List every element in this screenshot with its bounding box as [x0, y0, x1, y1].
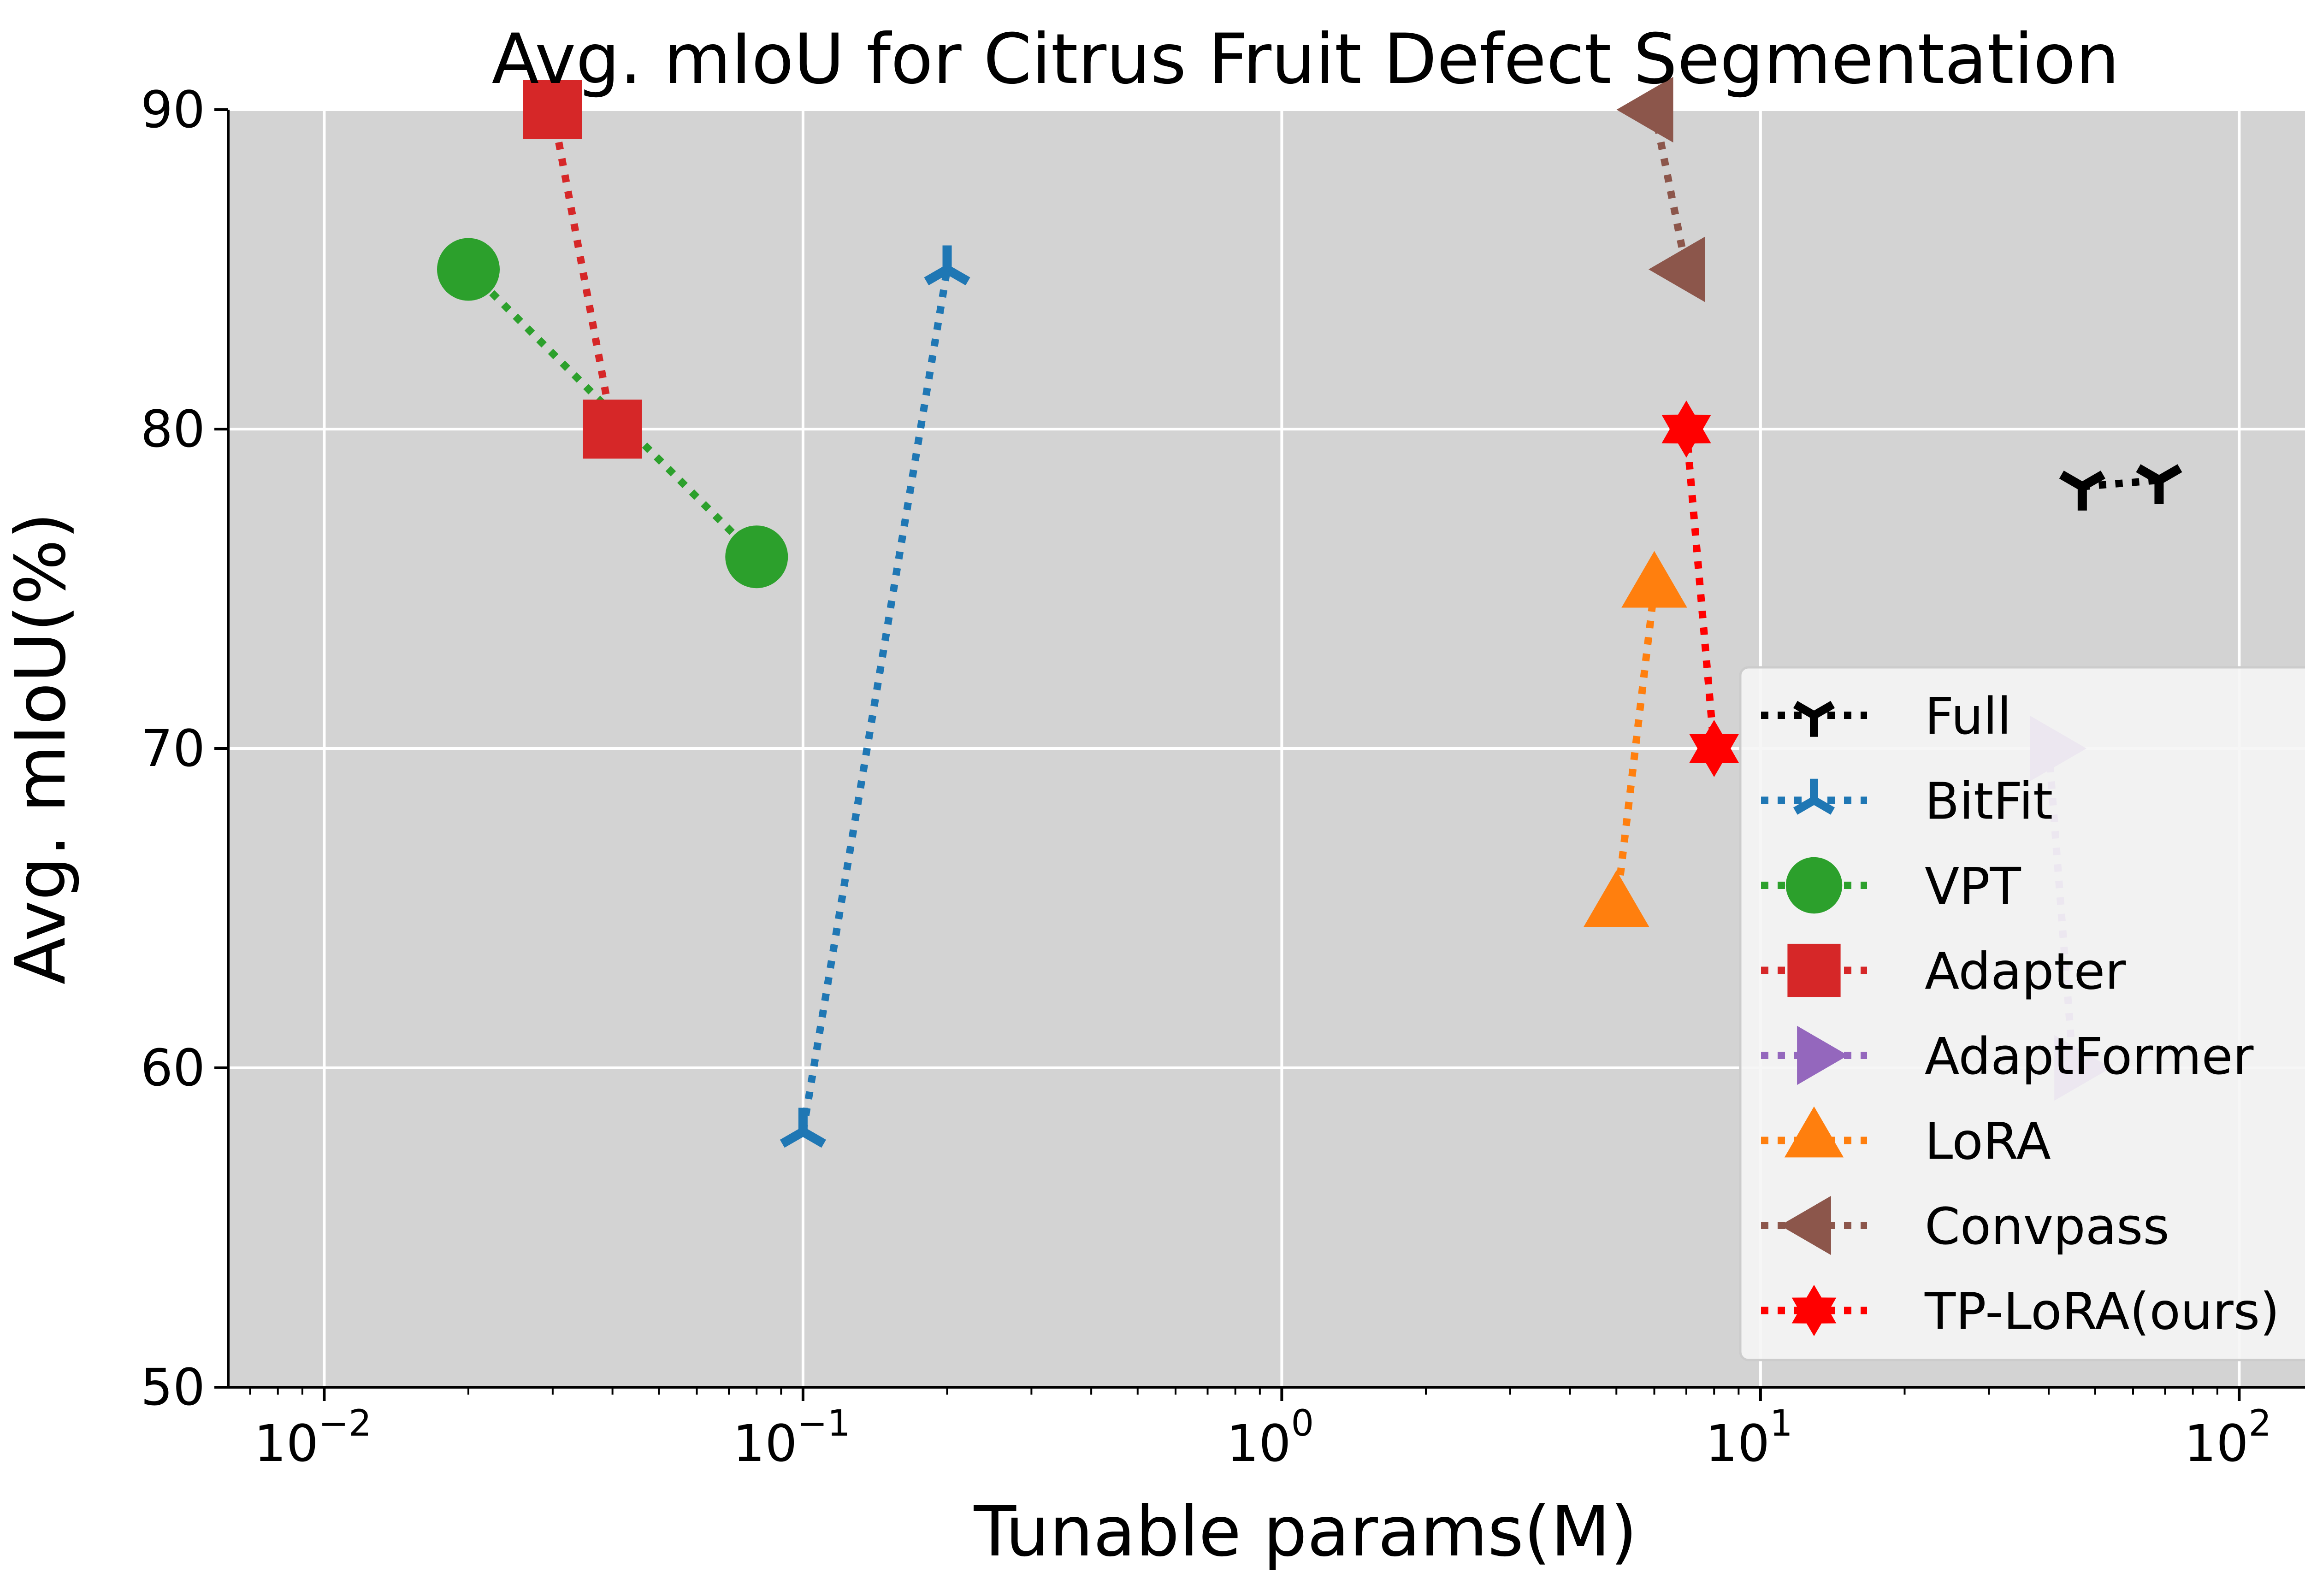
x-tick-base: 10 [1227, 1414, 1291, 1473]
x-axis-label: Tunable params(M) [973, 1492, 1637, 1572]
legend-marker [1793, 778, 1835, 815]
series-tp-lora-ours [1661, 400, 1739, 777]
legend-label: Adapter [1925, 942, 2126, 1001]
series-bitfit [780, 245, 970, 1148]
y-tick-label: 80 [141, 400, 205, 459]
data-point [1649, 236, 1705, 302]
y-tick-label: 60 [141, 1038, 205, 1097]
legend-box [1739, 666, 2305, 1361]
x-tick-label: 100 [1227, 1403, 1314, 1473]
legend-label: LoRA [1925, 1112, 2051, 1171]
x-tick-base: 10 [254, 1414, 319, 1473]
x-tick-label: 101 [1705, 1403, 1793, 1473]
series-line [2082, 476, 2160, 490]
legend-marker [1785, 857, 1843, 914]
x-tick-label: 10−1 [733, 1403, 850, 1473]
data-point [1661, 400, 1711, 458]
legend-label: TP-LoRA(ours) [1924, 1282, 2280, 1341]
x-tick-base: 10 [1705, 1414, 1770, 1473]
legend-marker [1797, 1025, 1848, 1085]
data-point [725, 525, 788, 589]
series-line [799, 269, 951, 1132]
legend-item: Adapter [1761, 942, 2126, 1001]
legend-item: LoRA [1761, 1106, 2051, 1171]
x-tick-label: 102 [2184, 1403, 2272, 1473]
y-tick-label: 50 [141, 1358, 205, 1417]
legend: Full BitFit VPT Adapter AdaptFormer LoRA Convp… [1739, 666, 2305, 1361]
data-point [583, 400, 642, 459]
legend-item: VPT [1761, 857, 2021, 916]
series-adapter [523, 80, 642, 459]
data-point [1616, 77, 1673, 143]
legend-label: Convpass [1925, 1197, 2169, 1256]
legend-item: BitFit [1761, 772, 2053, 831]
x-tick-base: 10 [2184, 1414, 2249, 1473]
legend-item: Convpass [1761, 1196, 2169, 1256]
y-axis-label: Avg. mIoU(%) [1, 512, 81, 985]
legend-label: VPT [1925, 857, 2021, 916]
y-tick-label: 90 [141, 80, 205, 139]
x-tick-exponent: 1 [1770, 1403, 1793, 1444]
data-point [437, 238, 500, 301]
series-line [549, 109, 616, 430]
series-convpass [1616, 77, 1705, 302]
legend-item: Full [1761, 687, 2011, 746]
data-point [523, 80, 582, 139]
series-line [1683, 429, 1718, 749]
legend-label: AdaptFormer [1925, 1027, 2254, 1086]
x-tick-label: 10−2 [254, 1403, 372, 1473]
x-tick-exponent: 0 [1291, 1403, 1314, 1444]
data-point [2059, 471, 2105, 511]
y-tick-label: 70 [141, 719, 205, 778]
series-line [1650, 109, 1690, 271]
data-point [1689, 720, 1739, 777]
data-point [1621, 551, 1687, 608]
legend-marker [1780, 1196, 1831, 1255]
legend-item: AdaptFormer [1761, 1025, 2254, 1086]
data-point [1583, 870, 1649, 927]
legend-item: TP-LoRA(ours) [1761, 1282, 2280, 1341]
legend-label: Full [1925, 687, 2011, 746]
data-point [924, 245, 970, 286]
series-line [1613, 588, 1658, 909]
legend-label: BitFit [1925, 772, 2053, 831]
legend-marker [1784, 1106, 1844, 1158]
legend-marker [1791, 1284, 1837, 1337]
data-point [2136, 464, 2182, 504]
data-point [780, 1107, 826, 1148]
legend-marker [1793, 701, 1835, 737]
x-tick-exponent: 2 [2249, 1403, 2272, 1444]
x-tick-exponent: −2 [319, 1403, 372, 1444]
series-lora [1583, 551, 1687, 927]
x-tick-exponent: −1 [797, 1403, 850, 1444]
series-full [2059, 464, 2182, 511]
x-tick-base: 10 [733, 1414, 797, 1473]
chart-title: Avg. mIoU for Citrus Fruit Defect Segmen… [492, 19, 2120, 100]
legend-marker [1787, 943, 1841, 997]
